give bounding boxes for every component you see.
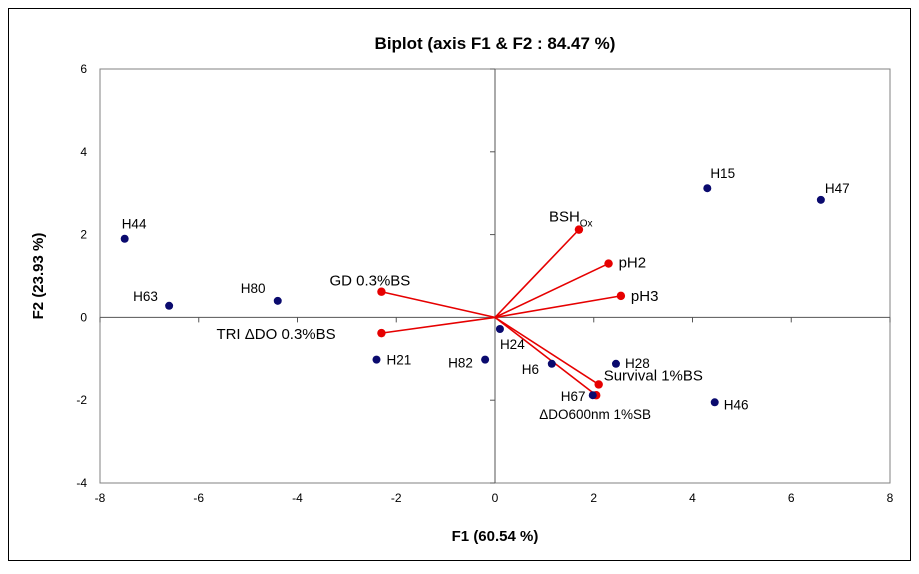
y-tick-label: 0 (80, 310, 87, 324)
y-tick-label: -4 (76, 476, 87, 490)
x-tick-label: -4 (292, 491, 303, 505)
variable-point (594, 380, 603, 389)
observation-label: H80 (241, 281, 266, 296)
variable-vector (494, 316, 597, 396)
y-axis-title: F2 (23.93 %) (30, 233, 47, 320)
observation-point (273, 296, 282, 305)
x-axis-title: F1 (60.54 %) (452, 528, 539, 545)
variable-vector (494, 229, 580, 318)
variable-vector (494, 295, 622, 319)
variable-point (574, 225, 584, 234)
variable-point (616, 291, 626, 301)
x-tick-label: -6 (193, 491, 204, 505)
variable-label: GD 0.3%BS (329, 273, 410, 290)
observation-label: H46 (724, 397, 749, 412)
chart-border (8, 8, 911, 561)
y-tick-label: 4 (80, 145, 87, 159)
axes-layer: -8 -6 -4 -2 0 2 4 6 8 -4 -2 0 2 4 6 (76, 62, 893, 505)
points-layer: H44 H63 H80 H21 H82 H24 H6 H67 H28 H46 H15 H47 (120, 166, 850, 412)
variable-vector (494, 316, 600, 386)
observation-label: H82 (448, 356, 473, 371)
y-tick-label: 6 (80, 62, 87, 76)
variable-vector (494, 262, 609, 319)
observation-label: H6 (522, 362, 539, 377)
variable-label: pH3 (631, 288, 659, 305)
observation-label: H47 (825, 181, 850, 196)
observation-point (611, 359, 620, 368)
variable-point (604, 259, 613, 268)
observation-point (165, 301, 174, 310)
observation-label: H63 (133, 289, 158, 304)
observation-point (703, 184, 712, 193)
observation-label: H15 (710, 166, 735, 181)
x-tick-label: -2 (391, 491, 402, 505)
variable-label: ΔDO600nm 1%SB (539, 407, 651, 422)
observation-point (481, 355, 490, 364)
observation-label: H28 (625, 356, 650, 371)
x-tick-label: 6 (788, 491, 795, 505)
x-tick-label: 0 (492, 491, 499, 505)
x-tick-label: 4 (689, 491, 696, 505)
x-tick-label: 2 (590, 491, 597, 505)
variable-point (377, 328, 386, 338)
observation-label: H24 (500, 337, 525, 352)
variable-vector (381, 316, 496, 334)
observation-label: H44 (122, 217, 147, 232)
chart-title: Biplot (axis F1 & F2 : 84.47 %) (375, 34, 616, 53)
observation-point (547, 359, 556, 368)
variable-label: Survival 1%BS (604, 367, 703, 384)
observation-label: H67 (561, 389, 586, 404)
variable-vector (381, 290, 496, 319)
variable-label: pH2 (619, 255, 647, 272)
observation-label: H21 (387, 353, 412, 368)
y-tick-label: 2 (80, 228, 87, 242)
x-tick-label: -8 (95, 491, 106, 505)
observation-point (495, 324, 504, 333)
variable-point (377, 287, 386, 296)
observation-point (816, 195, 825, 204)
observation-point (120, 234, 129, 243)
observation-point (710, 398, 719, 407)
x-tick-label: 8 (887, 491, 894, 505)
observation-point (372, 355, 381, 364)
observation-point (588, 391, 597, 400)
y-tick-label: -2 (76, 393, 87, 407)
variable-label: TRI ΔDO 0.3%BS (216, 326, 335, 343)
